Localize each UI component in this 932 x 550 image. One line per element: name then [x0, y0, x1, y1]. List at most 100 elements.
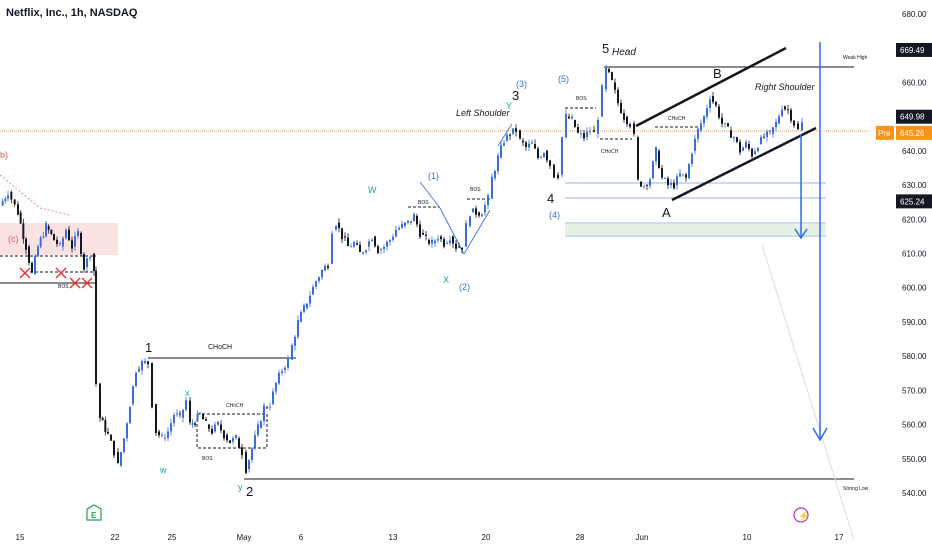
candle-body — [93, 253, 95, 272]
candle-body — [617, 89, 619, 104]
candle-body — [670, 182, 672, 186]
svg-text:BOS: BOS — [418, 200, 429, 206]
candle-body — [241, 447, 243, 456]
candle-body — [294, 336, 296, 346]
candle-body — [801, 122, 803, 131]
candle-body — [89, 257, 91, 259]
candle-body — [519, 130, 521, 139]
candle-body — [272, 391, 274, 405]
candle-body — [465, 223, 467, 247]
candle-body — [238, 438, 240, 448]
candle-body — [667, 178, 669, 185]
X-label: X — [443, 275, 449, 285]
candle-body — [309, 295, 311, 304]
price-tick: 560.00 — [902, 421, 927, 430]
candle-body — [503, 143, 505, 146]
wave-A: A — [662, 205, 671, 220]
candle-body — [344, 236, 346, 238]
candle-body — [107, 431, 109, 434]
time-tick: 6 — [299, 533, 304, 542]
candle-body — [245, 451, 247, 473]
candle-body — [431, 239, 433, 244]
candle-body — [158, 431, 160, 436]
candle-body — [452, 236, 454, 244]
candle-body — [525, 142, 527, 147]
time-tick: 20 — [482, 533, 491, 542]
candle-body — [434, 240, 436, 244]
candle-body — [694, 138, 696, 151]
price-label-bg — [896, 194, 932, 209]
candle-body — [176, 413, 178, 415]
candle-body — [281, 371, 283, 373]
candle-body — [312, 286, 314, 295]
candle-body — [700, 123, 702, 131]
candle-body — [161, 434, 163, 436]
candle-body — [47, 226, 50, 230]
wave-5: 5 — [602, 41, 609, 56]
candle-body — [251, 448, 253, 461]
candle-body — [522, 140, 524, 143]
candle-body — [19, 212, 22, 224]
price-label: 669.49 — [900, 46, 925, 55]
candle-body — [646, 185, 648, 186]
price-labels: 669.49 649.98 Pre 645.26 625.24 — [876, 42, 932, 209]
pink-dashed-line — [0, 174, 41, 209]
candle-body — [410, 221, 412, 223]
candle-body — [315, 281, 317, 287]
candle-body — [623, 113, 625, 120]
candle-body — [577, 127, 579, 133]
candle-body — [191, 423, 194, 425]
candle-body — [398, 227, 400, 230]
candle-body — [217, 421, 219, 425]
candle-body — [781, 109, 783, 117]
price-tick: 600.00 — [902, 284, 927, 293]
price-label-bg — [896, 109, 932, 124]
candle-body — [691, 153, 693, 164]
candle-body — [327, 265, 329, 268]
candle-body — [620, 102, 622, 114]
candle-body — [481, 215, 483, 217]
candle-body — [413, 214, 415, 222]
channel-lower — [671, 126, 817, 202]
candle-body — [377, 246, 379, 254]
split-event-icon[interactable]: ⚡ — [793, 507, 809, 523]
candle-body — [356, 243, 358, 245]
time-tick: 10 — [743, 533, 752, 542]
candle-body — [110, 434, 112, 441]
candle-body — [658, 150, 660, 169]
right-shoulder-label: Right Shoulder — [755, 82, 816, 92]
svg-text:CHoCH: CHoCH — [668, 116, 686, 122]
W-label: W — [368, 185, 377, 195]
candle-body — [637, 137, 639, 180]
candle-body — [736, 137, 738, 142]
candle-body — [583, 133, 585, 139]
candle-body — [772, 127, 774, 134]
candle-body — [179, 413, 181, 415]
candle-body — [688, 163, 690, 179]
candle-body — [167, 431, 169, 438]
earnings-icon[interactable]: E — [86, 504, 102, 521]
candle-body — [475, 208, 477, 215]
candle-body — [229, 440, 231, 444]
candle-body — [428, 239, 430, 244]
candle-body — [395, 229, 397, 237]
candle-body — [506, 134, 508, 141]
candle-body — [321, 270, 323, 278]
candle-body — [300, 312, 302, 322]
candle-body — [568, 116, 570, 119]
candle-body — [484, 205, 486, 213]
candle-body — [182, 409, 184, 418]
candle-body — [269, 406, 271, 408]
candle-body — [605, 66, 607, 90]
svg-text:CHoCH: CHoCH — [226, 403, 244, 409]
demand-zone — [565, 223, 826, 236]
candle-body — [347, 237, 349, 247]
candle-body — [512, 128, 514, 134]
candle-body — [784, 106, 786, 110]
candle-body — [515, 128, 517, 132]
candle-body — [478, 212, 480, 216]
subwave-4: (4) — [549, 210, 560, 220]
candle-body — [766, 131, 768, 138]
candle-body — [586, 131, 588, 138]
candle-body — [775, 122, 777, 128]
